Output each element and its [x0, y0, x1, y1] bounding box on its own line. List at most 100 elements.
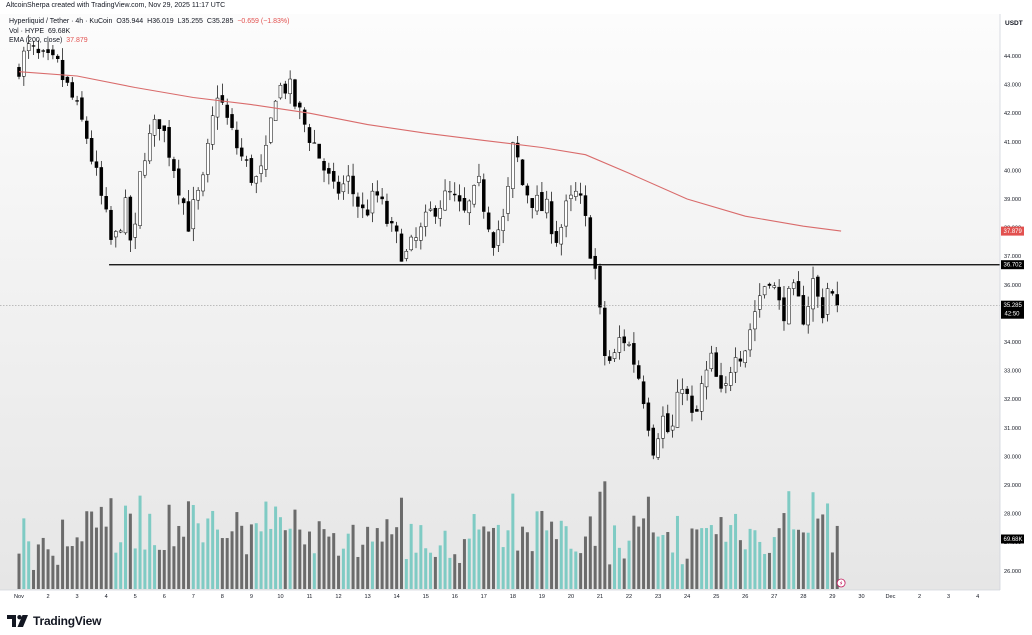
tradingview-logo[interactable]: TradingView: [7, 614, 101, 628]
volume-bar: [782, 513, 786, 589]
candle-body: [477, 175, 481, 183]
date-tick: 10: [277, 594, 283, 600]
candle-body: [540, 192, 544, 212]
candle-body: [515, 142, 520, 158]
candle-body: [758, 295, 762, 310]
candle-body: [753, 311, 757, 330]
candle-body: [530, 198, 534, 208]
volume-bar: [709, 525, 713, 589]
volume-bar: [409, 523, 413, 589]
candle-body: [331, 171, 336, 182]
candle-body: [375, 191, 380, 196]
volume-bar: [482, 526, 486, 589]
candle-body: [525, 185, 530, 196]
date-tick: 14: [394, 594, 400, 600]
date-tick: 30: [858, 594, 864, 600]
candle-body: [365, 209, 370, 216]
volume-badge-label: 69.68K: [1004, 537, 1023, 543]
price-chart-canvas[interactable]: USDT 44.000 43.000 42.000 41.000 40.000 39.00…: [0, 14, 1032, 608]
candle-body: [588, 217, 593, 259]
candle-body: [312, 142, 317, 144]
volume-bar: [46, 549, 50, 589]
volume-bar: [477, 529, 481, 589]
volume-bar: [767, 552, 771, 589]
time-axis[interactable]: [0, 590, 1032, 608]
volume-bar: [429, 552, 433, 589]
candle-body: [51, 49, 55, 56]
volume-bar: [453, 554, 457, 589]
volume-bar: [216, 529, 220, 589]
candle-body: [767, 283, 772, 286]
volume-bar: [167, 504, 171, 589]
volume-bar: [109, 498, 113, 589]
volume-bar: [99, 506, 103, 589]
price-tick: 40.000: [1004, 168, 1021, 174]
volume-bar: [114, 552, 118, 589]
candle-body: [70, 82, 75, 98]
price-tick: 28.000: [1004, 512, 1021, 518]
candle-body: [385, 200, 389, 224]
volume-bar: [511, 493, 515, 589]
candle-body: [138, 171, 142, 226]
volume-bar: [583, 536, 587, 589]
volume-bar: [724, 541, 728, 589]
candle-body: [617, 337, 622, 353]
volume-bar: [104, 526, 108, 589]
volume-bar: [390, 534, 394, 589]
volume-bar: [675, 515, 679, 589]
date-tick: 2: [46, 594, 49, 600]
candle-body: [738, 358, 743, 362]
volume-bar: [312, 553, 316, 589]
volume-bar: [157, 549, 161, 589]
legend-high: 36.019: [152, 18, 174, 25]
legend-ema-label: EMA (200, close): [9, 37, 63, 44]
volume-bar: [540, 510, 544, 589]
candle-body: [782, 297, 786, 322]
candle-body: [806, 306, 810, 326]
volume-bar: [75, 537, 79, 589]
candle-body: [506, 186, 510, 214]
volume-bar: [777, 528, 781, 589]
volume-bar: [94, 527, 98, 589]
volume-bar: [395, 527, 399, 589]
date-tick: 25: [713, 594, 719, 600]
volume-bar: [758, 541, 762, 589]
candle-body: [486, 212, 491, 230]
date-tick: 29: [829, 594, 835, 600]
price-tick: 32.000: [1004, 397, 1021, 403]
candle-body: [181, 198, 186, 204]
legend-symbol: Hyperliquid / Tether · 4h · KuCoin: [9, 18, 113, 25]
volume-bar: [559, 520, 563, 589]
volume-bar: [472, 514, 476, 589]
candle-body: [273, 100, 278, 121]
candle-body: [549, 201, 554, 235]
candle-body: [123, 197, 128, 234]
volume-bar: [797, 529, 801, 589]
date-tick: 15: [423, 594, 429, 600]
candle-body: [327, 168, 331, 174]
date-tick: 3: [76, 594, 79, 600]
volume-bar: [249, 524, 253, 589]
candle-body: [80, 97, 84, 120]
candle-body: [661, 415, 665, 439]
candle-body: [796, 281, 801, 297]
date-tick: Dec: [886, 594, 896, 600]
candles: [17, 34, 839, 460]
date-tick: 17: [481, 594, 487, 600]
ema-badge-label: 37.879: [1004, 229, 1023, 235]
candle-body: [743, 350, 748, 364]
candle-body: [22, 50, 26, 77]
chart-legend: Hyperliquid / Tether · 4h · KuCoin O35.9…: [9, 17, 289, 46]
volume-bar: [404, 559, 408, 589]
volume-bar: [414, 552, 418, 589]
candle-body: [177, 168, 181, 196]
price-tick: 34.000: [1004, 340, 1021, 346]
candle-body: [162, 125, 167, 131]
level-badge: [1001, 260, 1024, 270]
volume-bar: [337, 555, 341, 589]
date-tick: 11: [307, 594, 313, 600]
volume-bar: [399, 497, 403, 589]
volume-bar: [186, 501, 190, 589]
volume-bar: [245, 554, 249, 589]
candle-body: [31, 45, 36, 47]
